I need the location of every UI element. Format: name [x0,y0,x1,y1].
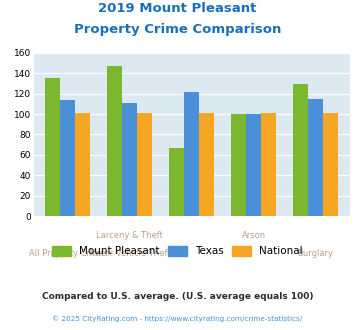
Bar [169,148,184,216]
Text: 2019 Mount Pleasant: 2019 Mount Pleasant [98,2,257,15]
Text: Motor Vehicle Theft: Motor Vehicle Theft [89,249,170,258]
Bar [199,113,214,216]
Bar [323,113,338,216]
Text: © 2025 CityRating.com - https://www.cityrating.com/crime-statistics/: © 2025 CityRating.com - https://www.city… [53,315,302,322]
Bar [246,114,261,216]
Bar [108,66,122,216]
Text: Property Crime Comparison: Property Crime Comparison [74,23,281,36]
Text: Arson: Arson [242,231,266,240]
Bar [45,78,60,216]
Text: All Property Crime: All Property Crime [29,249,106,258]
Bar [75,113,90,216]
Bar [231,114,246,216]
Bar [122,103,137,216]
Bar [308,99,323,216]
Bar [60,100,75,216]
Bar [137,113,152,216]
Text: Burglary: Burglary [297,249,334,258]
Legend: Mount Pleasant, Texas, National: Mount Pleasant, Texas, National [48,242,307,260]
Bar [261,113,276,216]
Text: Larceny & Theft: Larceny & Theft [96,231,163,240]
Bar [293,84,308,216]
Text: Compared to U.S. average. (U.S. average equals 100): Compared to U.S. average. (U.S. average … [42,292,313,301]
Bar [184,92,199,216]
